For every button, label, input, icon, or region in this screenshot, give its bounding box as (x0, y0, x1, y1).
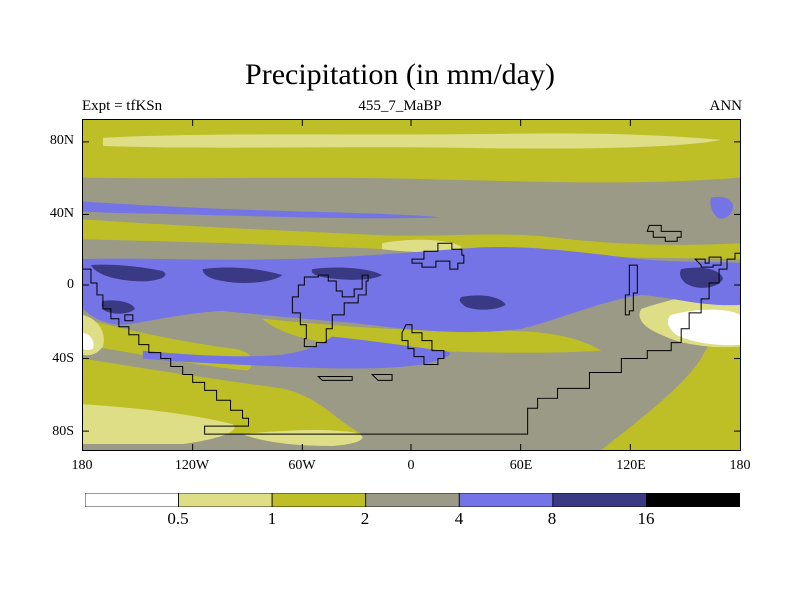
map-tick-marks (83, 120, 740, 450)
lon-tick-label: 120E (616, 458, 646, 473)
field-blue-north (83, 201, 442, 219)
precipitation-map (82, 119, 741, 451)
field-blue-ne (710, 196, 734, 219)
coastline-island-3 (693, 256, 722, 268)
colorbar-level-label: 2 (360, 509, 370, 528)
colorbar (85, 493, 740, 507)
colorbar-swatch (646, 493, 740, 507)
colorbar-swatch (458, 493, 554, 507)
lon-tick-label: 120W (174, 458, 210, 473)
field-darkblue-4 (459, 295, 506, 310)
coastline-small-1 (317, 375, 353, 381)
coastline (83, 224, 740, 435)
field-olive-north (83, 120, 740, 183)
coastline-india (411, 242, 465, 270)
colorbar-swatch (552, 493, 647, 507)
field-olive-band-n2 (83, 219, 740, 260)
lat-tick-label: 80S (52, 424, 74, 439)
coastline-asia-sw (401, 324, 445, 366)
colorbar-level-label: 0.5 (167, 509, 189, 528)
coastline-small-2 (370, 373, 393, 381)
colorbar-swatch (85, 493, 179, 507)
lat-tick-label: 0 (67, 277, 74, 292)
colorbar-swatch (365, 493, 460, 507)
colorbar-level-label: 4 (454, 509, 464, 528)
colorbar-level-label: 16 (637, 509, 655, 528)
coastline-continent-west (83, 252, 740, 435)
lat-tick-label: 80N (49, 133, 74, 148)
field-darkblue-3 (311, 267, 383, 280)
lon-tick-label: 60E (509, 458, 533, 473)
field-white-east (667, 309, 740, 346)
lon-tick-label: 60W (288, 458, 316, 473)
field-darkblue-6 (101, 300, 135, 314)
colorbar-level-label: 8 (547, 509, 557, 528)
season-label: ANN (709, 98, 743, 114)
field-darkblue-1 (90, 264, 166, 282)
colorbar-swatch (271, 493, 367, 507)
lat-tick-label: 40S (52, 351, 74, 366)
lon-tick-label: 180 (729, 458, 751, 473)
field-olive-south-east (601, 318, 740, 450)
lon-tick-label: 180 (71, 458, 93, 473)
field-light-south (83, 404, 235, 445)
age-label: 455_7_MaBP (358, 98, 442, 114)
coastline-small-3 (124, 314, 134, 322)
lat-tick-label: 40N (49, 206, 74, 221)
field-blue-south (142, 336, 451, 369)
colorbar-level-label: 1 (267, 509, 277, 528)
field-light-north (102, 133, 722, 149)
experiment-label: Expt = tfKSn (82, 98, 163, 114)
lon-tick-label: 0 (407, 458, 415, 473)
field-blue-equator (83, 246, 740, 333)
coastline-island-1 (646, 224, 682, 242)
field-darkblue-2 (202, 267, 283, 284)
field-white-west (83, 332, 94, 351)
coastline-africa-1 (291, 274, 369, 348)
plot-title: Precipitation (in mm/day) (245, 58, 555, 91)
colorbar-swatch (178, 493, 273, 507)
coastline-island-2 (624, 264, 638, 316)
